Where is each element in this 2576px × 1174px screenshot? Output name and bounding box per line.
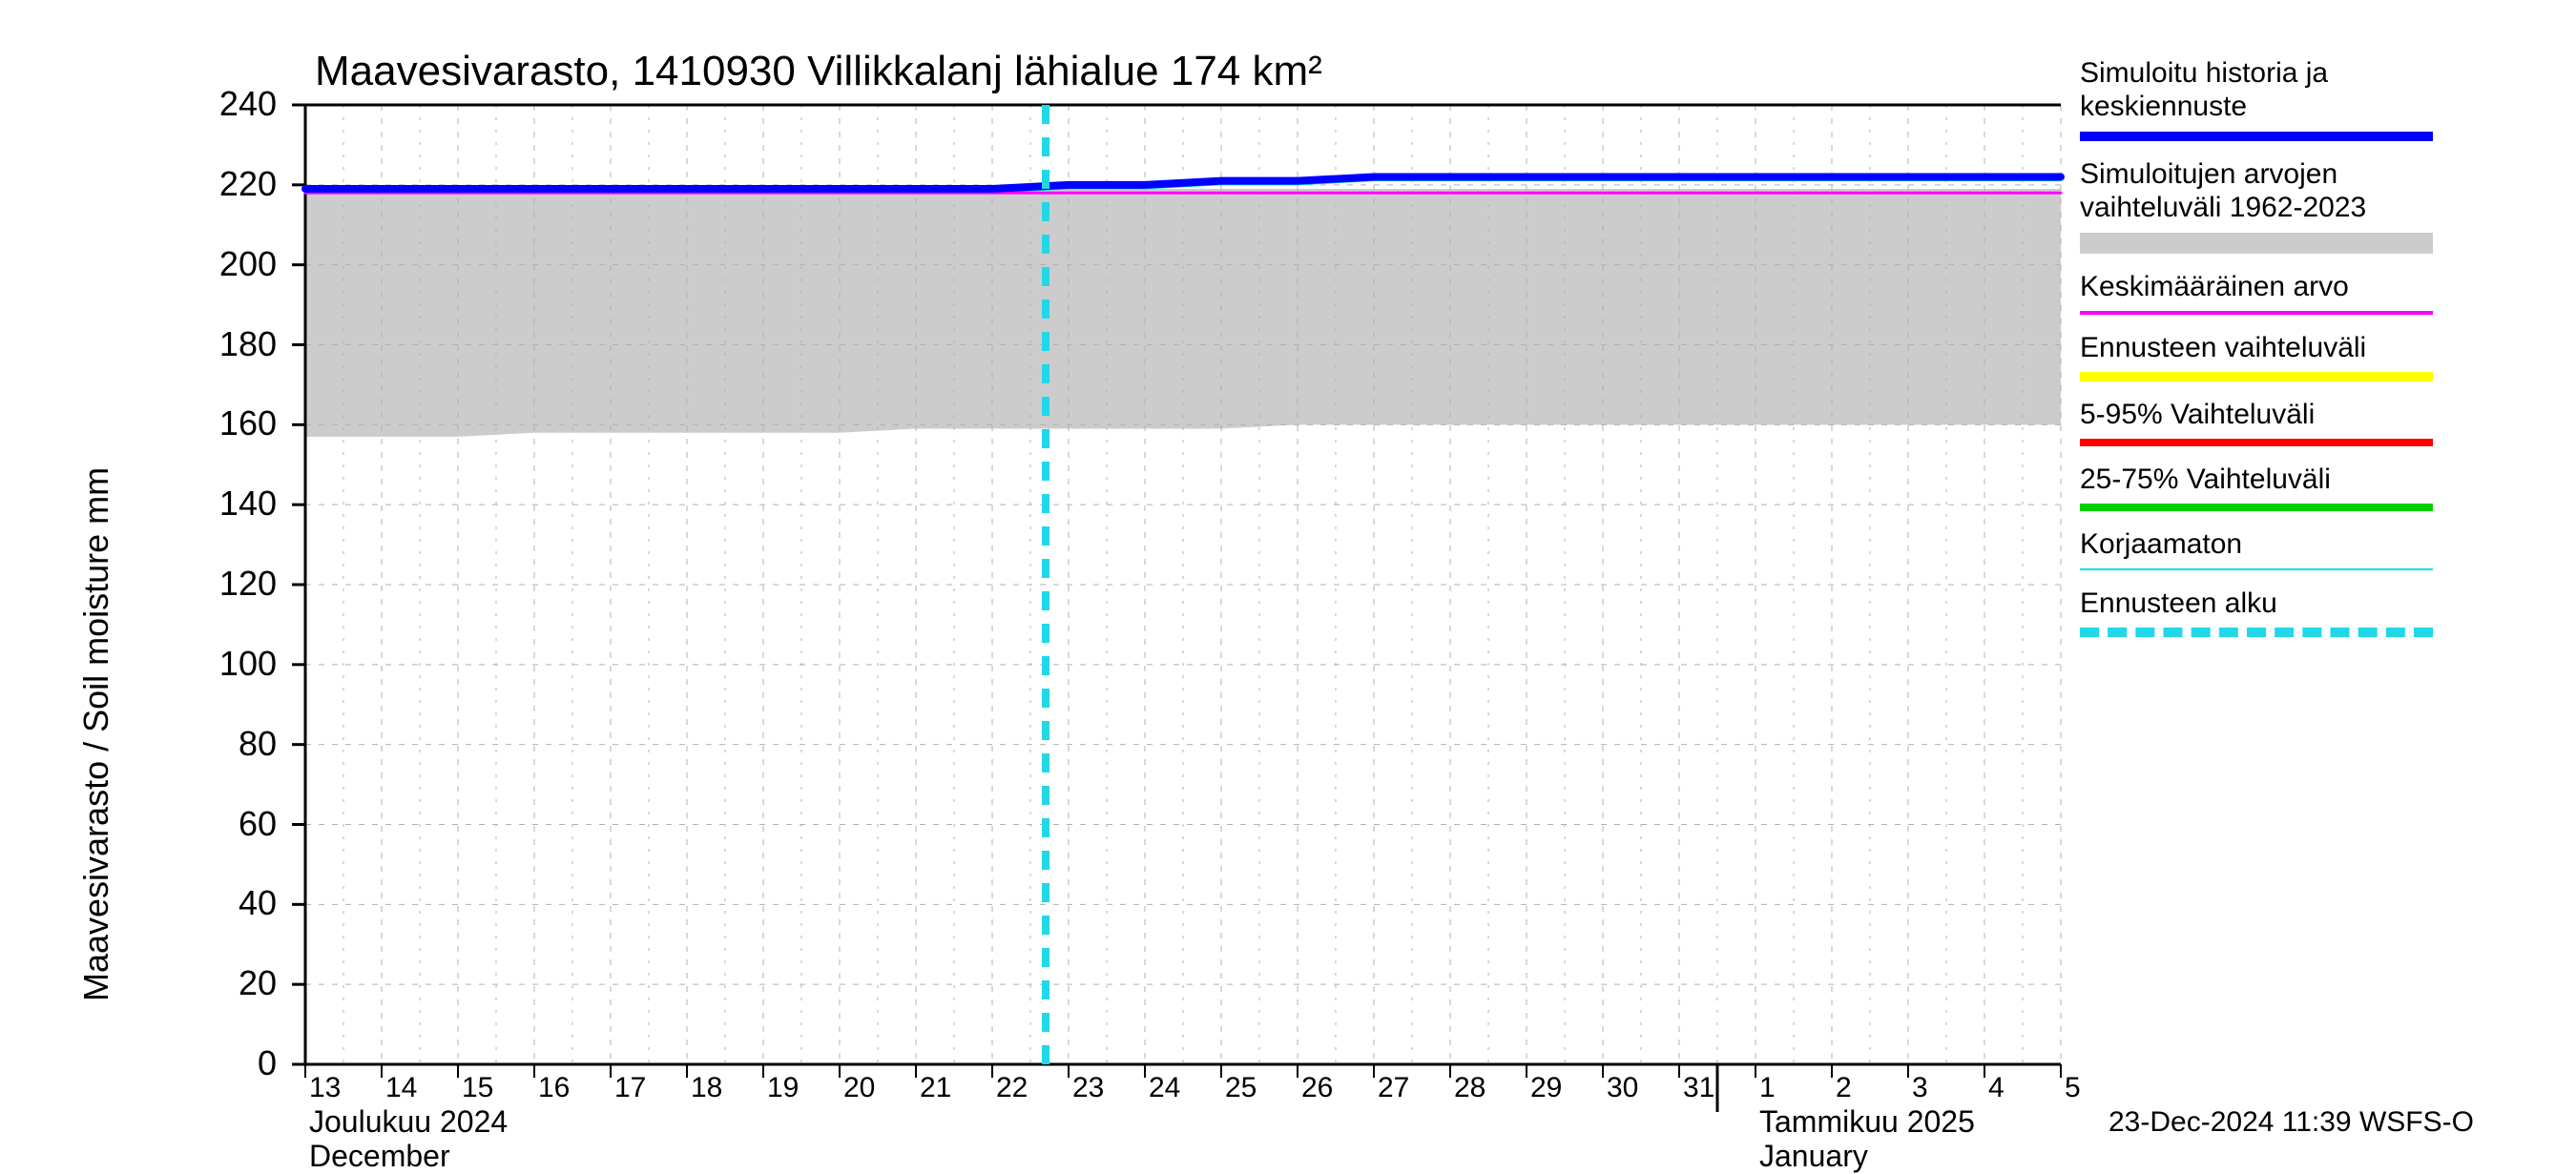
legend-item-swatch [2080, 233, 2433, 254]
y-tick-label: 140 [162, 484, 277, 524]
y-tick-label: 0 [162, 1043, 277, 1083]
x-tick-label: 17 [614, 1072, 646, 1104]
month-label-1: Tammikuu 2025 [1759, 1104, 1975, 1140]
x-tick-label: 20 [843, 1072, 875, 1104]
x-tick-label: 3 [1912, 1072, 1928, 1104]
month-label-1: Joulukuu 2024 [309, 1104, 508, 1140]
legend-item-label: 25-75% Vaihteluväli [2080, 463, 2331, 497]
x-tick-label: 2 [1836, 1072, 1852, 1104]
y-tick-label: 80 [162, 724, 277, 764]
y-tick-label: 240 [162, 84, 277, 124]
x-tick-label: 29 [1530, 1072, 1562, 1104]
y-tick-label: 40 [162, 883, 277, 923]
y-tick-label: 60 [162, 804, 277, 844]
x-tick-label: 28 [1454, 1072, 1485, 1104]
x-tick-label: 15 [462, 1072, 493, 1104]
legend-item-label: Ennusteen vaihteluväli [2080, 332, 2366, 365]
legend-item-swatch [2080, 439, 2433, 446]
x-tick-label: 5 [2065, 1072, 2081, 1104]
x-tick-label: 16 [538, 1072, 570, 1104]
y-tick-label: 160 [162, 403, 277, 443]
y-tick-label: 100 [162, 644, 277, 684]
x-tick-label: 19 [767, 1072, 799, 1104]
chart-container: Maavesivarasto / Soil moisture mm Maaves… [0, 0, 2576, 1144]
x-tick-label: 21 [920, 1072, 951, 1104]
legend-item-swatch [2080, 132, 2433, 141]
legend-item-label: Korjaamaton [2080, 528, 2242, 562]
legend-item-swatch [2080, 372, 2433, 381]
legend-item-swatch [2080, 568, 2433, 570]
x-tick-label: 1 [1759, 1072, 1776, 1104]
legend-item-label: Simuloitu historia ja keskiennuste [2080, 57, 2328, 123]
legend-item-swatch [2080, 504, 2433, 511]
x-tick-label: 31 [1683, 1072, 1714, 1104]
legend-item-swatch [2080, 311, 2433, 315]
timestamp-label: 23-Dec-2024 11:39 WSFS-O [2109, 1106, 2474, 1139]
x-tick-label: 22 [996, 1072, 1028, 1104]
y-tick-label: 180 [162, 324, 277, 364]
x-tick-label: 27 [1378, 1072, 1409, 1104]
x-tick-label: 13 [309, 1072, 341, 1104]
x-tick-label: 23 [1072, 1072, 1104, 1104]
legend-item-label: Keskimääräinen arvo [2080, 271, 2349, 304]
x-tick-label: 30 [1607, 1072, 1638, 1104]
x-tick-label: 18 [691, 1072, 722, 1104]
y-tick-label: 200 [162, 244, 277, 284]
legend-item-label: Ennusteen alku [2080, 587, 2277, 621]
x-tick-label: 25 [1225, 1072, 1257, 1104]
x-tick-label: 4 [1988, 1072, 2005, 1104]
legend-item-label: 5-95% Vaihteluväli [2080, 399, 2315, 432]
y-tick-label: 20 [162, 963, 277, 1003]
legend-item-label: Simuloitujen arvojen vaihteluväli 1962-2… [2080, 158, 2366, 224]
x-tick-label: 24 [1149, 1072, 1180, 1104]
y-tick-label: 220 [162, 164, 277, 204]
x-tick-label: 26 [1301, 1072, 1333, 1104]
x-tick-label: 14 [385, 1072, 417, 1104]
legend-item-swatch [2080, 628, 2433, 637]
y-tick-label: 120 [162, 564, 277, 604]
